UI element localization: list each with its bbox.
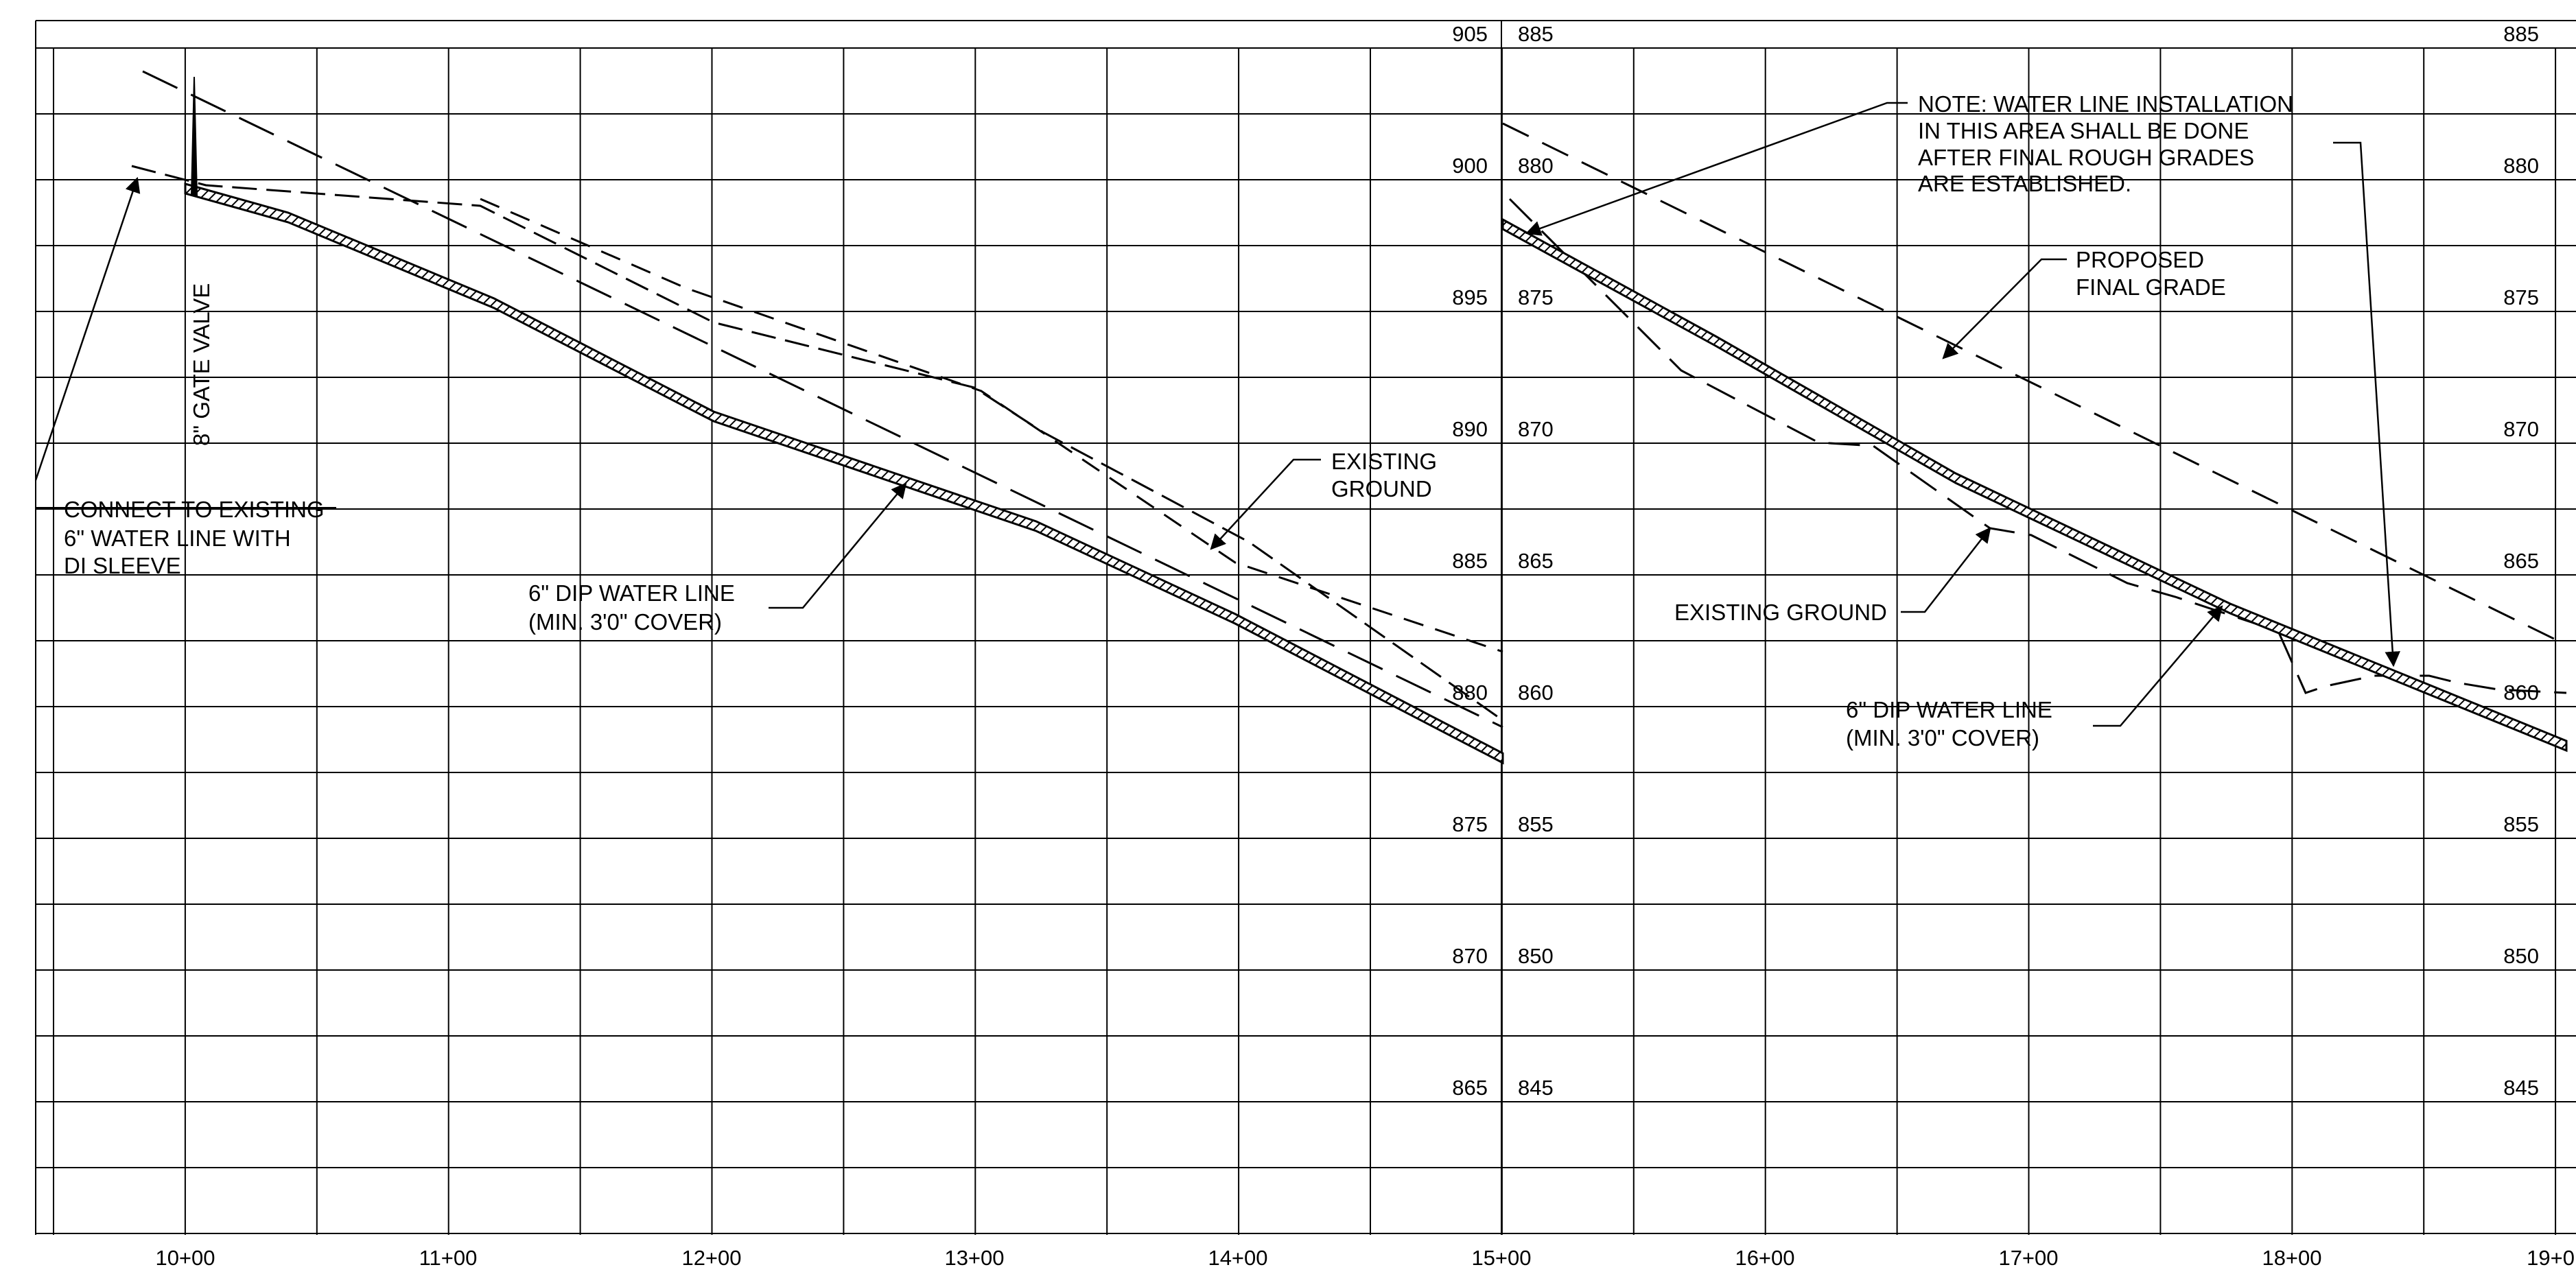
station-label: 13+00 [944, 1246, 1004, 1270]
right-elevation-labels-right: 885 880 875 870 865 860 855 850 845 [2503, 22, 2539, 1100]
right-water-line-note: 6" DIP WATER LINE (MIN. 3'0" COVER) [1846, 605, 2223, 751]
left-existing-ground-note: EXISTING GROUND [1210, 449, 1437, 550]
note-line-3: AFTER FINAL ROUGH GRADES [1918, 145, 2254, 170]
station-label: 12+00 [681, 1246, 741, 1270]
station-labels: 10+00 11+00 12+00 13+00 14+00 15+00 16+0… [155, 1246, 2575, 1270]
left-elevation-labels: 905 900 895 890 885 880 875 870 865 [1452, 22, 1488, 1100]
elevation-label: 890 [1452, 417, 1488, 441]
elevation-label: 885 [1518, 22, 1554, 46]
right-water-line-label-1: 6" DIP WATER LINE [1846, 697, 2052, 722]
proposed-final-grade-line-2: FINAL GRADE [2076, 274, 2226, 300]
connect-existing-line-1: CONNECT TO EXISTING [64, 497, 325, 522]
left-existing-ground-label-2: GROUND [1331, 476, 1432, 501]
elevation-label: 880 [1518, 154, 1554, 178]
note-line-2: IN THIS AREA SHALL BE DONE [1918, 118, 2249, 143]
left-water-line [184, 182, 1504, 765]
left-water-line-label-1: 6" DIP WATER LINE [528, 580, 735, 606]
station-label: 15+00 [1471, 1246, 1531, 1270]
right-water-line-leader [2093, 605, 2223, 727]
right-existing-ground-line [1508, 198, 2567, 694]
elevation-label: 860 [2503, 681, 2539, 705]
station-label: 18+00 [2262, 1246, 2321, 1270]
right-elevation-labels-left: 885 880 875 870 865 860 855 850 845 [1518, 22, 1554, 1100]
note-line-4: ARE ESTABLISHED. [1918, 171, 2131, 196]
elevation-label: 895 [1452, 285, 1488, 309]
elevation-label: 875 [1518, 285, 1554, 309]
elevation-label: 865 [1518, 549, 1554, 573]
left-existing-ground-line-2 [480, 198, 1503, 653]
installation-note: NOTE: WATER LINE INSTALLATION IN THIS AR… [1525, 91, 2400, 667]
station-label: 14+00 [1208, 1246, 1267, 1270]
elevation-label: 870 [1518, 417, 1554, 441]
elevation-label: 880 [2503, 154, 2539, 178]
left-water-line-leader [769, 482, 907, 609]
connect-existing-leader [34, 176, 141, 481]
note-leader-right [2333, 141, 2400, 667]
connect-existing-line-2: 6" WATER LINE WITH [64, 525, 291, 551]
left-water-line-note: 6" DIP WATER LINE (MIN. 3'0" COVER) [528, 482, 907, 635]
elevation-label: 860 [1518, 681, 1554, 705]
left-existing-ground-line [131, 165, 1503, 722]
elevation-label: 885 [1452, 549, 1488, 573]
elevation-label: 850 [2503, 944, 2539, 968]
note-leader-left [1525, 102, 1908, 236]
left-water-line-label-2: (MIN. 3'0" COVER) [528, 609, 722, 635]
elevation-label: 855 [1518, 812, 1554, 836]
left-existing-ground-label-1: EXISTING [1331, 449, 1437, 474]
right-existing-ground-label: EXISTING GROUND [1674, 600, 1887, 625]
elevation-label: 850 [1518, 944, 1554, 968]
elevation-label: 865 [2503, 549, 2539, 573]
gate-valve-label: 8" GATE VALVE [189, 283, 214, 446]
gate-valve-symbol [190, 76, 198, 196]
elevation-label: 905 [1452, 22, 1488, 46]
right-water-line [1501, 217, 2568, 753]
elevation-label: 885 [2503, 22, 2539, 46]
elevation-label: 900 [1452, 154, 1488, 178]
right-existing-ground-note: EXISTING GROUND [1674, 527, 1991, 625]
station-label: 19+0 [2527, 1246, 2575, 1270]
note-line-1: NOTE: WATER LINE INSTALLATION [1918, 91, 2293, 117]
connect-existing-line-3: DI SLEEVE [64, 553, 181, 578]
right-proposed-grade-line [1502, 122, 2567, 646]
station-label: 11+00 [419, 1246, 478, 1270]
elevation-label: 855 [2503, 812, 2539, 836]
elevation-label: 875 [1452, 812, 1488, 836]
right-existing-ground-leader [1901, 527, 1991, 613]
station-label: 17+00 [1998, 1246, 2058, 1270]
right-water-line-label-2: (MIN. 3'0" COVER) [1846, 725, 2039, 751]
station-label: 16+00 [1735, 1246, 1794, 1270]
station-label: 10+00 [155, 1246, 215, 1270]
elevation-label: 845 [1518, 1076, 1554, 1100]
profile-grid [35, 20, 2576, 1235]
elevation-label: 880 [1452, 681, 1488, 705]
elevation-label: 870 [2503, 417, 2539, 441]
connect-existing-note: CONNECT TO EXISTING 6" WATER LINE WITH D… [34, 176, 336, 578]
elevation-label: 865 [1452, 1076, 1488, 1100]
proposed-final-grade-line-1: PROPOSED [2076, 247, 2204, 272]
proposed-final-grade-leader [1942, 258, 2067, 359]
left-proposed-grade-line [142, 70, 1503, 729]
proposed-final-grade-note: PROPOSED FINAL GRADE [1942, 247, 2226, 359]
elevation-label: 870 [1452, 944, 1488, 968]
left-existing-ground-leader [1210, 458, 1321, 550]
elevation-label: 875 [2503, 285, 2539, 309]
elevation-label: 845 [2503, 1076, 2539, 1100]
